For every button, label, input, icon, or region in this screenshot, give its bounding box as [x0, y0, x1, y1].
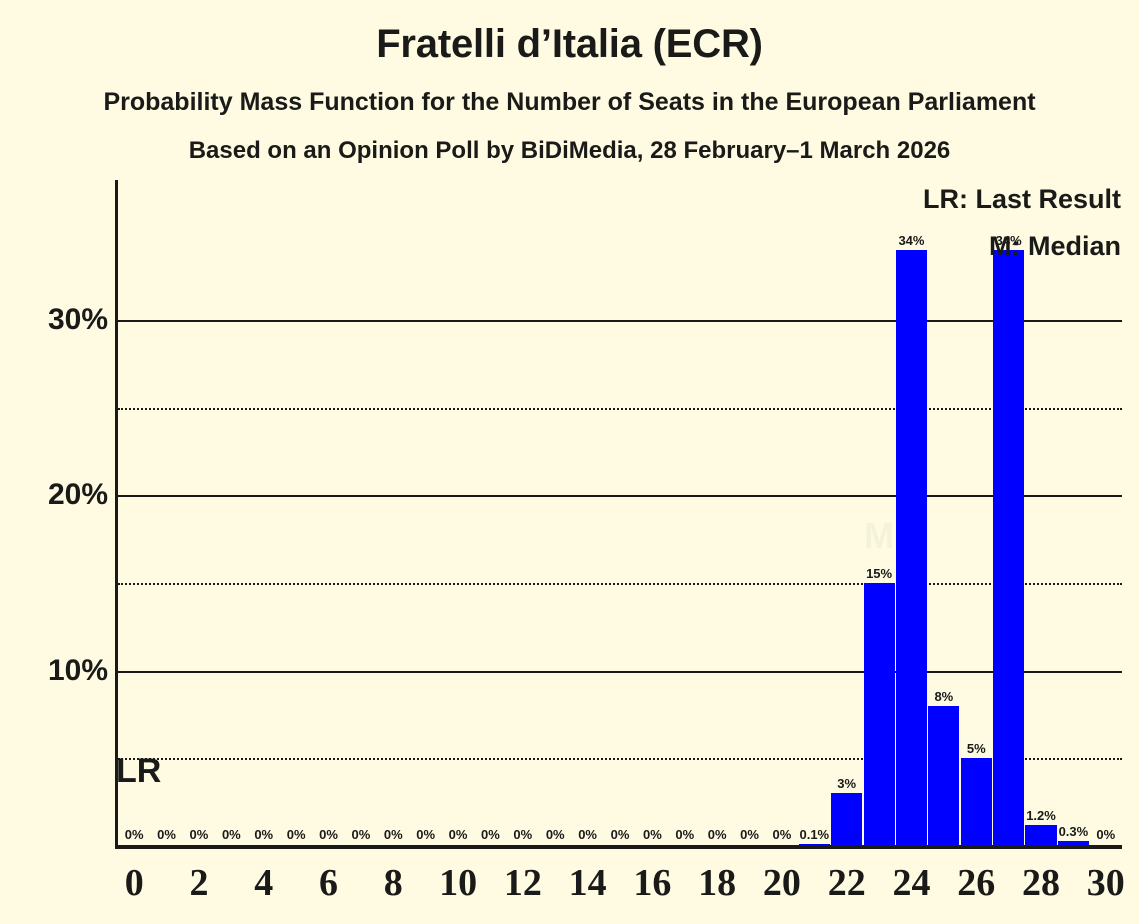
bar-value-label: 0% — [772, 826, 792, 842]
legend-median: M: Median — [989, 231, 1121, 261]
bar-value-label: 5% — [966, 741, 986, 757]
x-axis-tick-label: 0 — [124, 862, 144, 904]
bar — [1025, 824, 1057, 846]
bar-value-label: 34% — [995, 233, 1022, 249]
bar-value-label: 0% — [351, 826, 371, 842]
x-axis-tick-labels: 0 2 4 6 8 10 12 14 16 18 20 22 24 26 28 30 — [118, 862, 1125, 910]
bar-value-label: 0% — [254, 826, 274, 842]
bar-value-label: 0% — [1096, 826, 1116, 842]
x-axis-tick-label: 26 — [957, 862, 996, 904]
y-axis-tick-labels: 10% 20% 30% — [0, 180, 108, 846]
bar-value-label: 0.3% — [1058, 823, 1089, 839]
bar-value-label: 15% — [866, 566, 893, 582]
bar — [960, 758, 992, 846]
median-marker-label: M — [864, 515, 895, 557]
last-result-marker-label: LR — [116, 752, 162, 790]
bar-value-label: 0% — [642, 826, 662, 842]
y-axis-line — [115, 180, 118, 849]
bar-value-label: 0% — [448, 826, 468, 842]
bar-value-label: 0% — [157, 826, 176, 842]
x-axis-tick-label: 20 — [762, 862, 801, 904]
x-axis-tick-label: 2 — [189, 862, 209, 904]
bar-value-label: 0% — [416, 826, 436, 842]
bar — [863, 583, 895, 846]
bar-value-label: 0% — [707, 826, 727, 842]
x-axis-tick-label: 16 — [633, 862, 672, 904]
x-axis-tick-label: 8 — [383, 862, 403, 904]
x-axis-tick-label: 28 — [1022, 862, 1061, 904]
y-axis-tick-label: 30% — [47, 303, 108, 337]
x-axis-tick-label: 18 — [698, 862, 737, 904]
gridline-major — [118, 670, 1122, 673]
bar-value-label: 0% — [545, 826, 565, 842]
x-axis-tick-label: 22 — [827, 862, 866, 904]
gridline-minor — [118, 758, 1122, 761]
bar-value-label: 3% — [837, 776, 857, 792]
y-axis-tick-label: 20% — [47, 478, 108, 512]
bar-value-label: 0% — [610, 826, 630, 842]
gridline-minor — [118, 583, 1122, 586]
bar-value-label: 0% — [189, 826, 209, 842]
x-axis-tick-label: 24 — [892, 862, 931, 904]
bar-value-label: 8% — [934, 688, 954, 704]
x-axis-tick-label: 14 — [568, 862, 607, 904]
y-axis-tick-label: 10% — [47, 653, 108, 687]
x-axis-tick-label: 6 — [319, 862, 339, 904]
gridline-major — [118, 320, 1122, 323]
page-title: Fratelli d’Italia (ECR) — [376, 22, 763, 66]
legend-last-result: LR: Last Result — [922, 184, 1121, 214]
gridline-major — [118, 495, 1122, 498]
x-axis-tick-label: 4 — [254, 862, 274, 904]
bar — [993, 250, 1025, 846]
bar — [928, 705, 960, 846]
chart-subtitle: Probability Mass Function for the Number… — [103, 88, 1036, 116]
x-axis-line — [115, 845, 1122, 849]
bar-value-label: 0% — [578, 826, 597, 842]
bar-value-label: 0% — [513, 826, 533, 842]
bar-value-label: 0.1% — [799, 826, 830, 842]
bar-value-label: 0% — [740, 826, 759, 842]
gridline-minor — [118, 407, 1122, 410]
x-axis-tick-label: 12 — [503, 862, 542, 904]
bar-value-label: 0% — [675, 826, 695, 842]
chart-source-note: Based on an Opinion Poll by BiDiMedia, 2… — [188, 137, 951, 164]
bar-value-label: 0% — [221, 826, 241, 842]
bar — [1057, 840, 1089, 846]
bar — [798, 843, 830, 846]
bar — [895, 250, 928, 846]
bar — [831, 793, 863, 846]
copyright-notice: © 2026 Filip van Laenen — [1124, 0, 1138, 8]
bar-value-label: 0% — [319, 826, 338, 842]
bar-value-label: 0% — [383, 826, 403, 842]
plot-area: 0% 0% 0% 0% 0% 0% 0% 0% 0% 0% 0% 0% 0% 0% 0% 0% 0% 0% 0% 0%… — [118, 180, 1122, 846]
x-axis-tick-label: 30 — [1086, 862, 1125, 904]
bar-value-label: 34% — [898, 233, 925, 249]
bar-value-label: 0% — [124, 826, 144, 842]
x-axis-tick-label: 10 — [439, 862, 478, 904]
bar-value-label: 0% — [286, 826, 306, 842]
bar-value-label: 1.2% — [1026, 807, 1056, 823]
bar-value-label: 0% — [481, 826, 500, 842]
